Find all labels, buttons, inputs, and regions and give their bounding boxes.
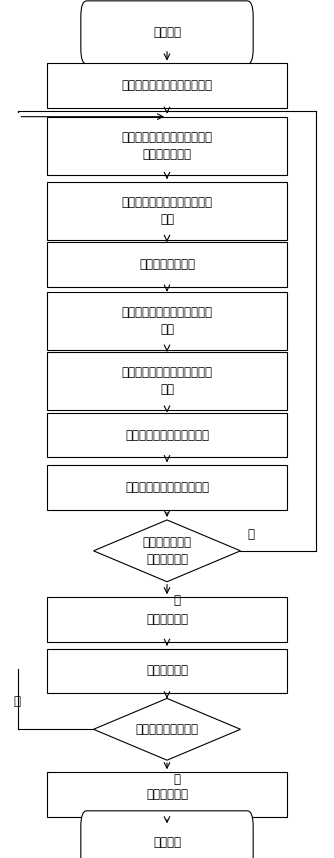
Polygon shape xyxy=(94,520,240,582)
Text: 下载检测报告: 下载检测报告 xyxy=(146,788,188,801)
Text: 扫描开关量输入模块输入电平
状态: 扫描开关量输入模块输入电平 状态 xyxy=(122,366,212,396)
FancyBboxPatch shape xyxy=(47,465,287,510)
Text: 从蓝牙通信模块读取检测设置: 从蓝牙通信模块读取检测设置 xyxy=(122,79,212,93)
Text: 否: 否 xyxy=(174,772,181,786)
Text: 光纤环网模块处理通信数据: 光纤环网模块处理通信数据 xyxy=(125,428,209,442)
Text: 利用以太网通信模块从调试中
心读取测试数据: 利用以太网通信模块从调试中 心读取测试数据 xyxy=(122,131,212,160)
FancyBboxPatch shape xyxy=(47,352,287,410)
Text: 检测开始: 检测开始 xyxy=(153,26,181,39)
FancyBboxPatch shape xyxy=(47,292,287,350)
Text: 主控芯片记录装置监测数据: 主控芯片记录装置监测数据 xyxy=(125,480,209,494)
Text: 分析记录数据: 分析记录数据 xyxy=(146,613,188,626)
FancyBboxPatch shape xyxy=(47,63,287,108)
FancyBboxPatch shape xyxy=(47,242,287,287)
Text: 更新模拟量和开关量输出模块
输出: 更新模拟量和开关量输出模块 输出 xyxy=(122,306,212,335)
FancyBboxPatch shape xyxy=(47,597,287,642)
FancyBboxPatch shape xyxy=(47,117,287,175)
FancyBboxPatch shape xyxy=(47,649,287,693)
Text: 初始化各功能模块: 初始化各功能模块 xyxy=(139,257,195,271)
FancyBboxPatch shape xyxy=(47,772,287,817)
FancyBboxPatch shape xyxy=(47,413,287,457)
Text: 是: 是 xyxy=(174,594,181,607)
Text: 否: 否 xyxy=(247,528,254,541)
Text: 检测结束: 检测结束 xyxy=(153,836,181,849)
Text: 是否有新的检测项目: 是否有新的检测项目 xyxy=(136,722,198,736)
FancyBboxPatch shape xyxy=(81,811,253,858)
Text: 数据输出及检测
过程是否结束: 数据输出及检测 过程是否结束 xyxy=(143,536,191,565)
Text: 是: 是 xyxy=(13,695,20,708)
Text: 上传分析结果: 上传分析结果 xyxy=(146,664,188,678)
Polygon shape xyxy=(94,698,240,760)
FancyBboxPatch shape xyxy=(47,182,287,240)
Text: 生成测试所需电压、电流波形
数据: 生成测试所需电压、电流波形 数据 xyxy=(122,196,212,226)
FancyBboxPatch shape xyxy=(81,1,253,64)
